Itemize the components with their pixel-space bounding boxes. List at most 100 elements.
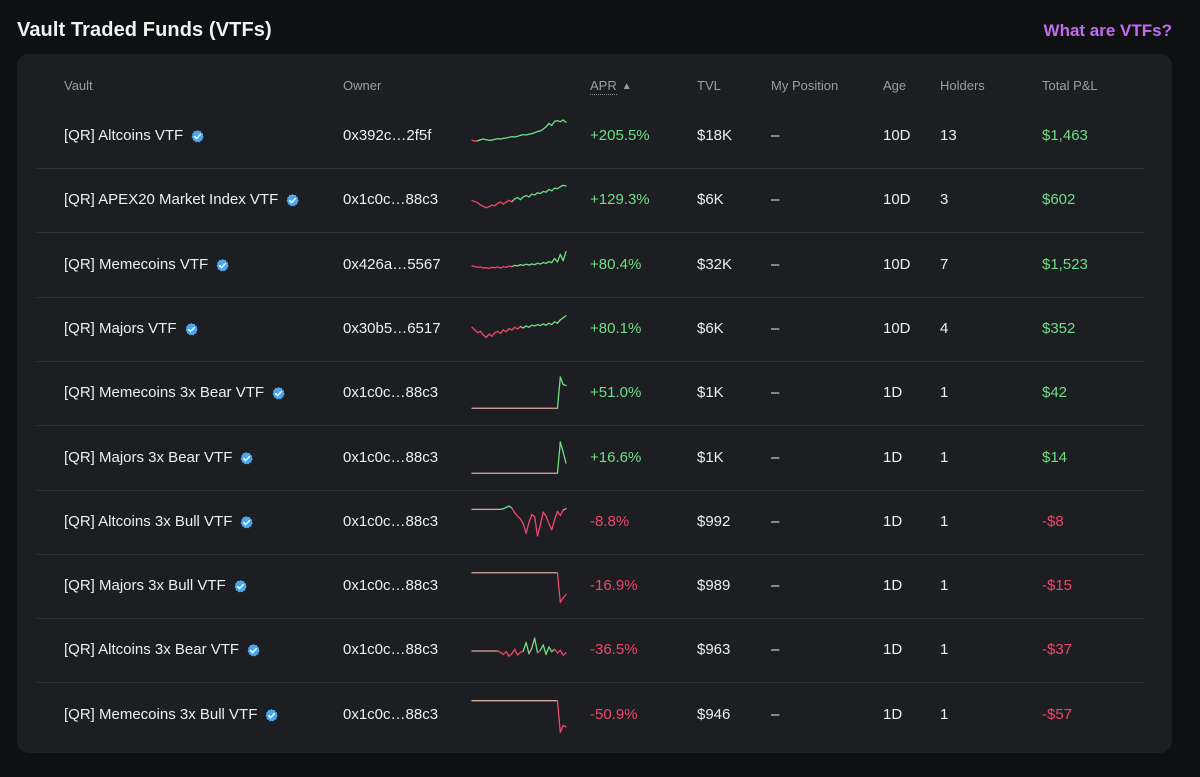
column-header-vault[interactable]: Vault <box>64 78 93 93</box>
table-row[interactable]: [QR] Memecoins VTF 0x426a…5567 +80.4% $32K –… <box>36 233 1145 298</box>
apr-value: +129.3% <box>590 191 650 209</box>
sparkline-segment <box>559 376 564 386</box>
table-row[interactable]: [QR] APEX20 Market Index VTF 0x1c0c…88c3 +… <box>36 168 1145 234</box>
vault-name-cell[interactable]: [QR] Majors 3x Bull VTF <box>64 577 248 594</box>
sparkline-segment <box>514 511 519 517</box>
apr-header-label: APR <box>590 78 617 95</box>
table-header: Vault Owner APR ▲ TVL My Position Age Hol… <box>17 54 1172 118</box>
tvl-value: $963 <box>697 641 731 659</box>
vault-name-cell[interactable]: [QR] Memecoins 3x Bull VTF <box>64 706 279 723</box>
owner-address[interactable]: 0x30b5…6517 <box>343 319 441 337</box>
table-row[interactable]: [QR] Majors 3x Bull VTF 0x1c0c…88c3 -16.9%… <box>36 554 1145 620</box>
sparkline-segment <box>522 642 527 653</box>
table-row[interactable]: [QR] Memecoins 3x Bear VTF 0x1c0c…88c3 +51… <box>36 361 1145 427</box>
column-header-apr[interactable]: APR ▲ <box>590 78 632 95</box>
table-row[interactable]: [QR] Majors 3x Bear VTF 0x1c0c…88c3 +16.6%… <box>36 426 1145 491</box>
sparkline-segment <box>511 507 516 514</box>
sparkline-segment <box>562 314 567 319</box>
sparkline-segment <box>505 327 510 333</box>
table-row[interactable]: [QR] Altcoins 3x Bull VTF 0x1c0c…88c3 -8.8… <box>36 490 1145 555</box>
my-position-value: – <box>771 448 780 466</box>
total-pnl-value: -$8 <box>1042 512 1064 530</box>
sparkline-segment <box>516 515 522 520</box>
sparkline-segment <box>536 523 542 537</box>
tvl-value: $1K <box>697 384 724 402</box>
column-header-age[interactable]: Age <box>883 78 907 93</box>
holders-value: 1 <box>940 641 949 659</box>
sparkline-segment <box>519 196 524 201</box>
vault-name: [QR] Memecoins 3x Bull VTF <box>64 705 258 723</box>
sparkline-segment <box>556 510 561 516</box>
my-position-value: – <box>771 319 780 337</box>
owner-address[interactable]: 0x426a…5567 <box>343 255 441 273</box>
sparkline-chart <box>471 699 567 733</box>
sparkline-segment <box>511 198 516 203</box>
table-row[interactable]: [QR] Altcoins 3x Bear VTF 0x1c0c…88c3 -36.… <box>36 618 1145 684</box>
sparkline-chart <box>471 637 567 658</box>
owner-address[interactable]: 0x1c0c…88c3 <box>343 705 439 723</box>
column-header-my-position[interactable]: My Position <box>771 78 839 93</box>
column-header-total-pnl[interactable]: Total P&L <box>1042 78 1098 93</box>
sparkline-segment <box>562 185 567 187</box>
sparkline-segment <box>556 319 561 324</box>
vault-name-cell[interactable]: [QR] Altcoins 3x Bear VTF <box>64 641 261 658</box>
vault-name: [QR] Memecoins VTF <box>64 255 209 273</box>
holders-value: 1 <box>940 384 949 402</box>
owner-address[interactable]: 0x1c0c…88c3 <box>343 448 439 466</box>
sparkline-segment <box>516 652 522 657</box>
verified-badge-icon <box>216 258 229 271</box>
vault-name-cell[interactable]: [QR] Memecoins 3x Bear VTF <box>64 384 286 401</box>
column-header-tvl[interactable]: TVL <box>697 78 721 93</box>
verified-badge-icon <box>247 644 260 657</box>
vault-name-cell[interactable]: [QR] Majors 3x Bear VTF <box>64 449 254 466</box>
sparkline-segment <box>556 376 561 410</box>
sparkline-segment <box>551 321 556 326</box>
sparkline-segment <box>511 649 516 655</box>
apr-value: -50.9% <box>590 705 638 723</box>
sparkline-segment <box>556 699 561 733</box>
sparkline-chart <box>471 505 567 537</box>
column-header-holders[interactable]: Holders <box>940 78 985 93</box>
owner-address[interactable]: 0x1c0c…88c3 <box>343 512 439 530</box>
sparkline-segment <box>551 187 556 192</box>
age-value: 1D <box>883 448 903 466</box>
sparkline-segment <box>559 724 564 733</box>
vault-name-cell[interactable]: [QR] Memecoins VTF <box>64 256 230 273</box>
vault-name-cell[interactable]: [QR] Altcoins VTF <box>64 127 205 144</box>
what-are-vtfs-link[interactable]: What are VTFs? <box>1043 21 1172 40</box>
vault-name: [QR] Altcoins 3x Bear VTF <box>64 641 240 659</box>
vault-name-cell[interactable]: [QR] APEX20 Market Index VTF <box>64 191 300 208</box>
sparkline-segment <box>562 451 567 464</box>
verified-badge-icon <box>185 322 198 336</box>
vault-name: [QR] Altcoins 3x Bull VTF <box>64 512 233 530</box>
apr-value: +16.6% <box>590 448 642 466</box>
column-header-owner[interactable]: Owner <box>343 78 382 93</box>
vault-name-cell[interactable]: [QR] Majors VTF <box>64 320 199 337</box>
total-pnl-value: $42 <box>1042 384 1068 402</box>
table-row[interactable]: [QR] Memecoins 3x Bull VTF 0x1c0c…88c3 -50… <box>36 683 1145 747</box>
owner-address[interactable]: 0x1c0c…88c3 <box>343 191 439 209</box>
vault-name-cell[interactable]: [QR] Altcoins 3x Bull VTF <box>64 513 254 530</box>
owner-address[interactable]: 0x1c0c…88c3 <box>343 384 439 402</box>
table-row[interactable]: [QR] Altcoins VTF 0x392c…2f5f +205.5% $18K –… <box>36 104 1145 169</box>
owner-address[interactable]: 0x1c0c…88c3 <box>343 641 439 659</box>
sparkline-segment <box>519 518 524 525</box>
sparkline-segment <box>479 330 485 336</box>
vtf-table-panel: Vault Owner APR ▲ TVL My Position Age Hol… <box>17 54 1172 753</box>
owner-address[interactable]: 0x1c0c…88c3 <box>343 577 439 595</box>
total-pnl-value: $1,523 <box>1042 255 1088 273</box>
tvl-value: $32K <box>697 255 733 273</box>
sparkline-segment <box>528 648 533 655</box>
sparkline-chart <box>471 572 567 604</box>
total-pnl-value: $1,463 <box>1042 127 1088 144</box>
total-pnl-value: -$57 <box>1042 705 1073 723</box>
verified-badge-icon <box>272 387 285 400</box>
apr-value: -36.5% <box>590 641 638 659</box>
sparkline-segment <box>545 189 550 194</box>
vault-name: [QR] Altcoins VTF <box>64 127 184 144</box>
total-pnl-value: $14 <box>1042 448 1068 466</box>
owner-address[interactable]: 0x392c…2f5f <box>343 127 432 144</box>
sparkline-chart <box>471 376 567 410</box>
sparkline-segment <box>471 326 476 331</box>
table-row[interactable]: [QR] Majors VTF 0x30b5…6517 +80.1% $6K – 10D 4… <box>36 297 1145 362</box>
